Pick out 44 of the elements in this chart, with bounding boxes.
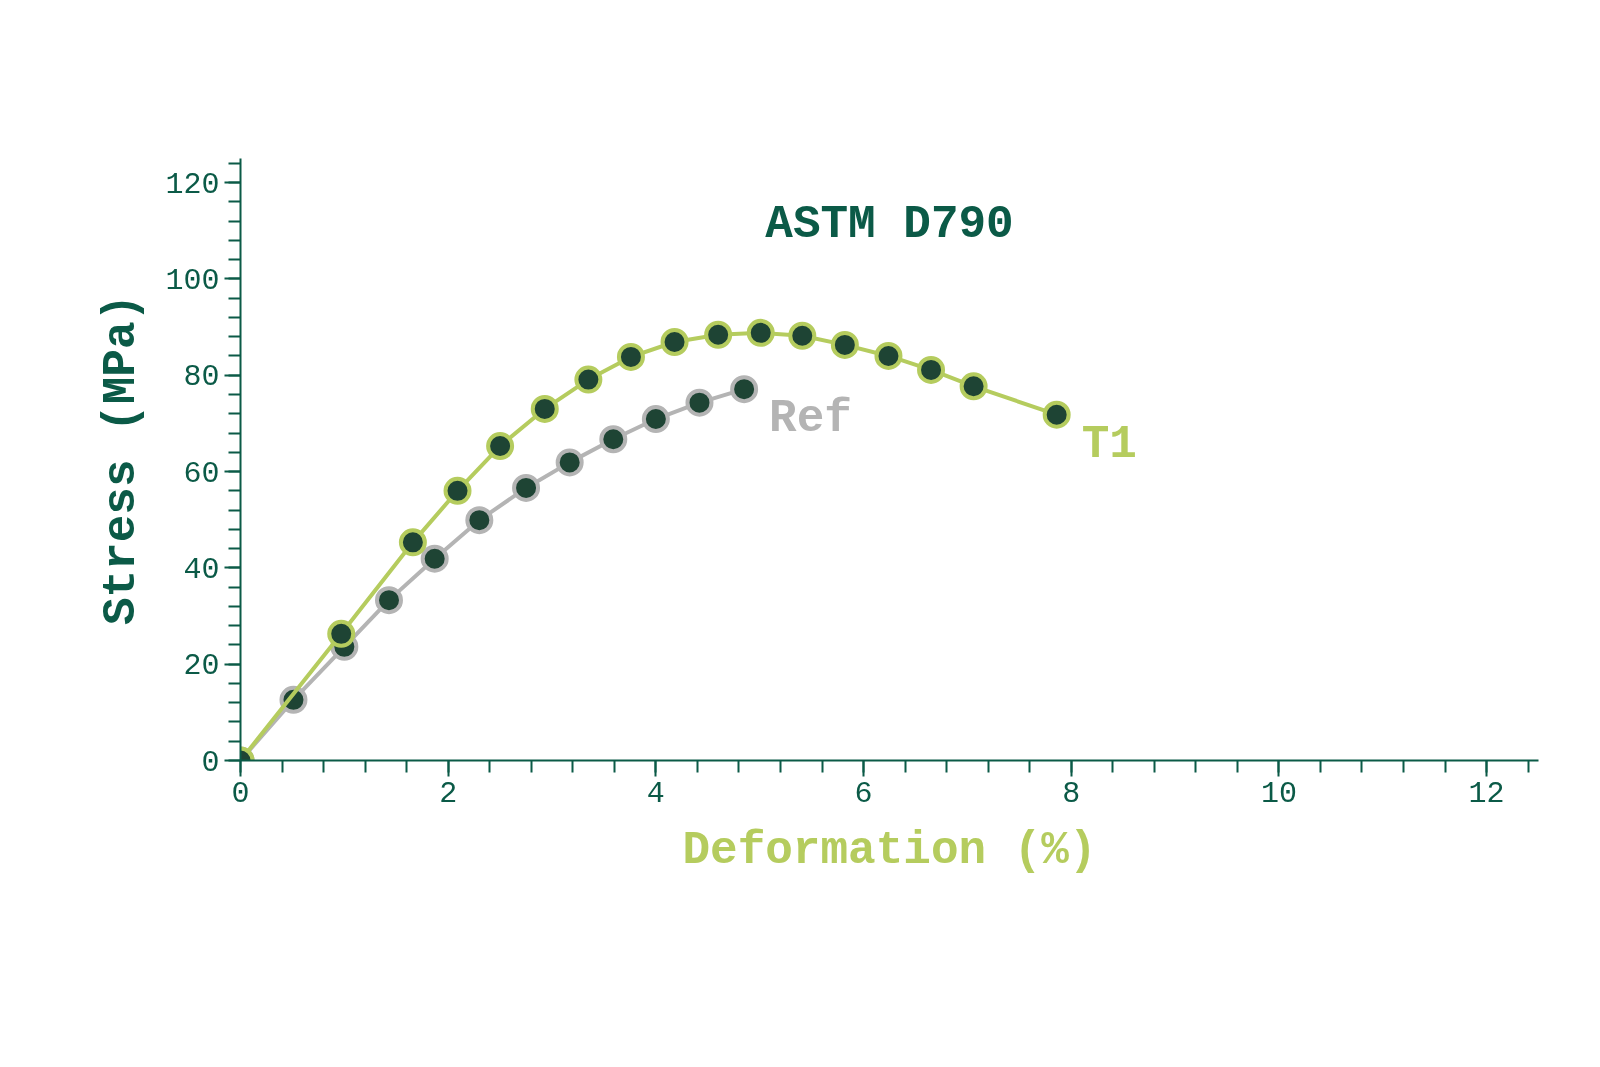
point (704, 320, 733, 349)
x-tick-label: 12 (1468, 776, 1505, 811)
point (746, 318, 775, 347)
point (486, 432, 515, 460)
point (959, 372, 988, 401)
point (374, 586, 403, 615)
point (830, 330, 859, 359)
y-tick-label: 100 (165, 263, 220, 298)
point (660, 328, 689, 356)
point (1042, 400, 1071, 429)
y-tick-label: 120 (165, 167, 220, 202)
y-tick-label: 40 (183, 552, 220, 587)
point (599, 425, 628, 454)
y-tick-label: 20 (183, 649, 220, 684)
y-tick-label: 60 (183, 456, 220, 491)
point (874, 341, 903, 370)
y-tick-label: 0 (201, 745, 220, 780)
point (465, 506, 494, 535)
y-axis-title: Stress (MPa) (96, 293, 149, 626)
point (730, 375, 759, 404)
point (574, 365, 603, 394)
x-axis-title: Deformation (%) (682, 824, 1097, 877)
point (685, 388, 714, 417)
point (616, 342, 645, 371)
point (443, 476, 472, 505)
x-tick-label: 10 (1260, 776, 1297, 811)
point (420, 544, 449, 573)
point (555, 448, 584, 477)
x-tick-label: 8 (1062, 776, 1081, 811)
point (327, 619, 356, 648)
point (530, 394, 559, 423)
point (398, 528, 427, 557)
x-tick-label: 4 (646, 776, 665, 811)
x-tick-label: 6 (854, 776, 873, 811)
x-tick-label: 0 (231, 776, 250, 811)
point (512, 473, 541, 502)
y-tick-label: 80 (183, 360, 220, 395)
series-label: Ref (769, 393, 852, 446)
x-tick-label: 2 (439, 776, 458, 811)
series-label: T1 (1081, 418, 1137, 471)
point (788, 321, 817, 350)
point (641, 405, 670, 434)
point (917, 355, 946, 384)
text: ASTM D790 (765, 198, 1014, 251)
